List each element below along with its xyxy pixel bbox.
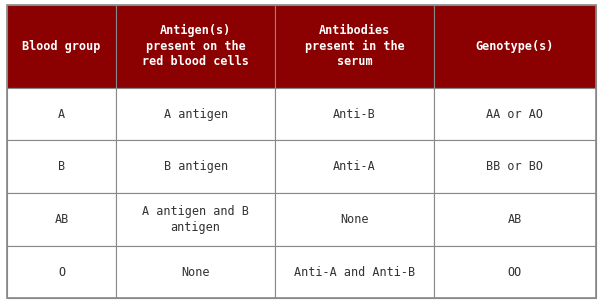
Bar <box>275 193 434 246</box>
Text: Anti-A: Anti-A <box>333 160 376 173</box>
Bar <box>434 88 596 140</box>
Bar <box>7 88 116 140</box>
Bar <box>116 140 275 193</box>
Text: Antibodies
present in the
serum: Antibodies present in the serum <box>305 24 405 68</box>
Text: AB: AB <box>508 213 522 226</box>
Text: B: B <box>58 160 65 173</box>
Text: O: O <box>58 266 65 278</box>
Bar <box>434 140 596 193</box>
Bar <box>275 246 434 298</box>
Text: None: None <box>340 213 368 226</box>
Bar <box>116 193 275 246</box>
Text: AB: AB <box>54 213 69 226</box>
Bar <box>116 246 275 298</box>
Bar <box>116 88 275 140</box>
Bar <box>7 5 116 88</box>
Bar <box>434 5 596 88</box>
Text: OO: OO <box>508 266 522 278</box>
Text: Anti-B: Anti-B <box>333 108 376 121</box>
Text: Blood group: Blood group <box>22 40 101 53</box>
Bar <box>7 193 116 246</box>
Text: A antigen and B
antigen: A antigen and B antigen <box>142 205 249 234</box>
Bar <box>116 5 275 88</box>
Bar <box>275 140 434 193</box>
Text: Anti-A and Anti-B: Anti-A and Anti-B <box>294 266 415 278</box>
Bar <box>275 5 434 88</box>
Bar <box>7 140 116 193</box>
Text: A: A <box>58 108 65 121</box>
Bar <box>434 193 596 246</box>
Bar <box>275 88 434 140</box>
Text: AA or AO: AA or AO <box>487 108 543 121</box>
Text: Genotype(s): Genotype(s) <box>476 40 554 53</box>
Text: None: None <box>182 266 210 278</box>
Bar <box>7 246 116 298</box>
Bar <box>434 246 596 298</box>
Text: A antigen: A antigen <box>163 108 227 121</box>
Text: Antigen(s)
present on the
red blood cells: Antigen(s) present on the red blood cell… <box>142 24 249 68</box>
Text: BB or BO: BB or BO <box>487 160 543 173</box>
Text: B antigen: B antigen <box>163 160 227 173</box>
